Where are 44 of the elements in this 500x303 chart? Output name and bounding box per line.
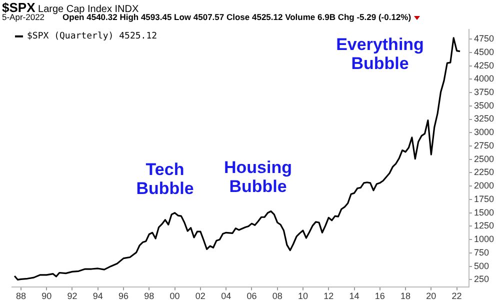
- annotation: Everything Bubble: [336, 35, 424, 74]
- y-tick-label: 4250: [474, 60, 494, 70]
- y-tick-label: 2250: [474, 167, 494, 178]
- y-tick-label: 4000: [474, 74, 494, 84]
- y-tick-label: 4750: [474, 34, 494, 44]
- x-tick-label: 10: [298, 291, 308, 302]
- legend-label: $SPX (Quarterly) 4525.12: [27, 32, 158, 42]
- y-tick-label: 3250: [474, 114, 494, 124]
- y-tick-label: 2500: [474, 154, 494, 164]
- y-tick-label: 1000: [474, 234, 494, 244]
- x-tick-label: 08: [272, 291, 282, 302]
- x-tick-label: 98: [144, 291, 154, 302]
- x-tick-label: 94: [92, 291, 103, 302]
- chart-title: $SPX: [2, 0, 36, 15]
- x-tick-label: 22: [452, 291, 462, 302]
- annotation: Housing Bubble: [224, 158, 292, 196]
- x-tick-label: 96: [118, 291, 129, 302]
- chart-subtitle: Large Cap Index INDX: [38, 4, 139, 15]
- y-tick-label: 750: [474, 247, 490, 258]
- y-tick-label: 1500: [474, 207, 494, 218]
- x-tick-label: 90: [42, 291, 52, 302]
- x-tick-label: 92: [67, 291, 78, 302]
- x-tick-label: 16: [374, 291, 385, 302]
- y-tick-label: 500: [474, 260, 490, 271]
- x-tick-label: 20: [426, 291, 436, 302]
- annotation: Tech Bubble: [136, 160, 194, 198]
- y-tick-label: 2750: [474, 140, 494, 150]
- y-tick-label: 4500: [474, 46, 494, 57]
- x-tick-label: 02: [195, 291, 206, 302]
- y-tick-label: 1250: [474, 220, 494, 231]
- x-tick-label: 00: [170, 291, 180, 302]
- y-tick-label: 250: [474, 274, 490, 284]
- y-tick-label: 3750: [474, 86, 494, 97]
- x-tick-label: 18: [400, 291, 411, 302]
- y-tick-label: 1750: [474, 194, 494, 204]
- text: 5-Apr-2022: [2, 12, 45, 22]
- x-tick-label: 12: [324, 291, 334, 302]
- x-tick-label: 04: [221, 291, 232, 302]
- y-tick-label: 3000: [474, 127, 494, 138]
- x-tick-label: 88: [16, 291, 26, 302]
- y-tick-label: 2000: [474, 180, 494, 191]
- y-tick-label: 3500: [474, 100, 494, 110]
- x-tick-label: 14: [349, 291, 360, 302]
- x-tick-label: 06: [246, 291, 257, 302]
